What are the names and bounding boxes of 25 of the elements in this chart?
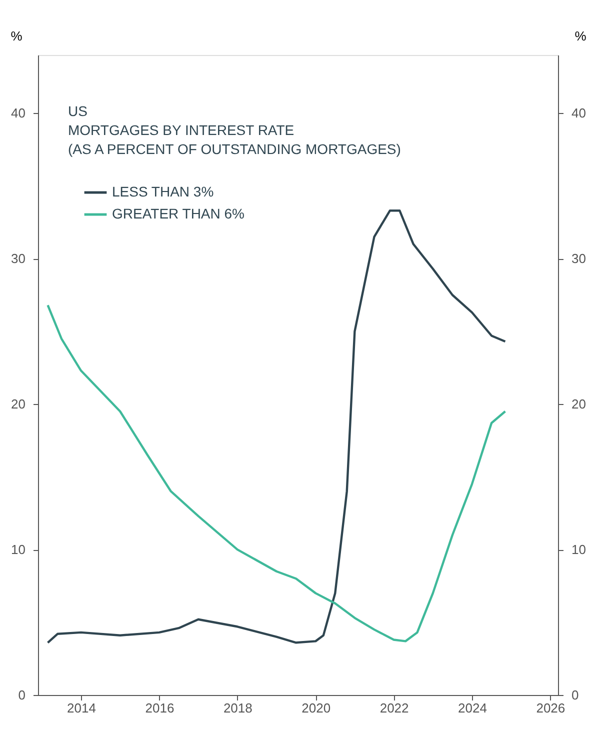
text: MORTGAGES BY INTEREST RATE (AS A PERCENT OF OUTSTANDING MORTGAGES): [68, 122, 401, 157]
x-tick-label: 2016: [145, 700, 174, 716]
x-tick-label: 2020: [302, 700, 331, 716]
line-series: [46, 304, 506, 642]
y2-tick-label: 10: [572, 542, 586, 558]
y2-tick-label: 20: [572, 396, 586, 412]
y-tick-label: 30: [11, 251, 26, 266]
text: US: [68, 103, 88, 119]
y2-tick-label: 0: [572, 688, 579, 702]
y-tick-label: 0: [18, 688, 26, 702]
y-axis-title: %: [10, 28, 23, 44]
y2-tick-label: 40: [572, 106, 586, 121]
y-tick-label: 10: [11, 542, 26, 558]
legend-label: GREATER THAN 6%: [112, 206, 245, 222]
x-tick-label: 2022: [380, 700, 409, 716]
y2-axis-title: %: [574, 28, 587, 44]
x-tick-label: 2026: [536, 700, 566, 716]
x-tick-label: 2014: [67, 700, 96, 716]
x-tick-label: 2018: [223, 700, 252, 716]
y2-tick-label: 30: [572, 251, 586, 266]
line-series: [46, 210, 506, 644]
x-tick-label: 2024: [458, 700, 487, 716]
legend-label: LESS THAN 3%: [112, 184, 214, 200]
y-tick-label: 20: [11, 396, 26, 412]
y-tick-label: 40: [11, 106, 26, 121]
